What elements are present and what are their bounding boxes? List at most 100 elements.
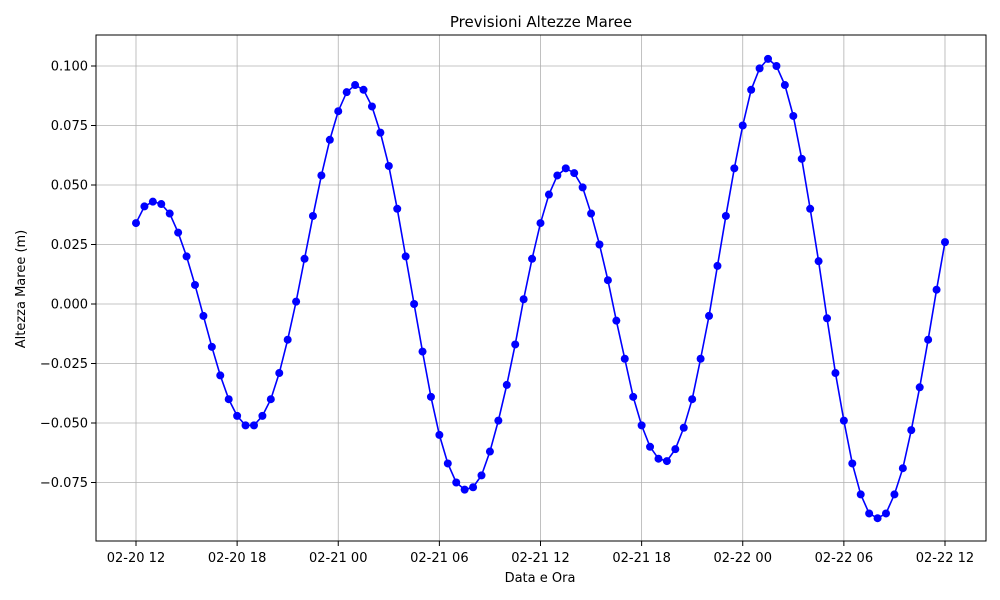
- data-point: [578, 183, 587, 192]
- x-tick-label: 02-21 06: [410, 551, 468, 566]
- y-tick-label: 0.025: [51, 238, 88, 253]
- data-point: [216, 371, 225, 380]
- data-point: [780, 81, 789, 90]
- data-point: [814, 257, 823, 266]
- data-point: [747, 85, 756, 94]
- y-tick-label: −0.050: [40, 417, 88, 432]
- data-point: [199, 311, 208, 320]
- data-point: [376, 128, 385, 137]
- y-tick-label: −0.075: [40, 476, 88, 491]
- series-tide-height: [132, 54, 949, 523]
- data-point: [477, 471, 486, 480]
- data-point: [637, 421, 646, 430]
- data-point: [410, 300, 419, 308]
- data-point: [544, 190, 553, 199]
- data-point: [629, 392, 638, 401]
- data-point: [426, 392, 435, 401]
- data-point: [266, 395, 275, 404]
- data-point: [418, 347, 427, 356]
- data-point: [494, 416, 503, 425]
- y-tick-label: 0.075: [51, 119, 88, 134]
- data-point: [393, 204, 402, 213]
- data-point: [898, 464, 907, 473]
- data-point: [915, 383, 924, 392]
- data-point: [384, 161, 393, 170]
- data-point: [806, 204, 815, 213]
- y-tick-label: 0.050: [51, 179, 88, 194]
- data-point: [443, 459, 452, 468]
- x-tick-label: 02-22 06: [815, 551, 873, 566]
- data-point: [233, 411, 242, 420]
- data-point: [258, 411, 267, 420]
- data-point: [688, 395, 697, 404]
- data-point: [283, 335, 292, 344]
- data-point: [300, 254, 309, 263]
- data-point: [738, 121, 747, 130]
- data-point: [882, 509, 891, 518]
- data-point: [587, 209, 596, 218]
- data-point: [831, 369, 840, 378]
- x-tick-label: 02-20 18: [208, 551, 266, 566]
- data-point: [595, 240, 604, 249]
- data-point: [325, 135, 334, 144]
- x-tick-label: 02-21 18: [612, 551, 670, 566]
- data-point: [730, 164, 739, 173]
- data-point: [342, 88, 351, 97]
- data-point: [249, 421, 258, 430]
- data-point: [334, 107, 343, 116]
- data-point: [224, 395, 233, 404]
- data-point: [789, 111, 798, 120]
- data-point: [502, 380, 511, 389]
- x-axis: 02-20 12 02-20 18 02-21 00 02-21 06 02-21 12…: [107, 541, 974, 566]
- data-point: [241, 421, 250, 430]
- data-point: [182, 252, 191, 261]
- data-point: [940, 238, 949, 247]
- data-point: [924, 335, 933, 344]
- data-point: [460, 485, 469, 494]
- data-point: [469, 483, 478, 492]
- plot-frame: [95, 34, 987, 542]
- data-point: [452, 478, 461, 487]
- data-point: [174, 228, 183, 237]
- data-point: [890, 490, 899, 499]
- data-point: [755, 64, 764, 73]
- x-tick-label: 02-22 12: [916, 551, 974, 566]
- data-point: [764, 54, 773, 63]
- data-point: [705, 311, 714, 320]
- data-point: [570, 169, 579, 178]
- data-point: [823, 314, 832, 323]
- y-axis: 0.100 0.075 0.050 0.025 0.000 −0.025 −0.050 −0.…: [40, 60, 96, 491]
- data-point: [190, 280, 199, 289]
- data-point: [317, 171, 326, 180]
- y-tick-label: 0.000: [51, 298, 88, 313]
- data-point: [603, 276, 612, 285]
- data-point: [140, 202, 149, 211]
- data-point: [848, 459, 857, 468]
- data-point: [553, 171, 562, 180]
- data-point: [696, 354, 705, 363]
- data-point: [654, 454, 663, 463]
- data-point: [401, 252, 410, 261]
- data-point: [207, 342, 216, 351]
- data-point: [646, 442, 655, 451]
- y-tick-label: 0.100: [51, 60, 88, 75]
- data-point: [132, 219, 140, 228]
- x-axis-title: Data e Ora: [505, 571, 576, 586]
- data-point: [797, 154, 806, 163]
- data-point: [932, 285, 941, 294]
- data-point: [873, 514, 882, 523]
- data-point: [292, 297, 301, 306]
- data-point: [359, 85, 368, 94]
- data-point: [435, 430, 444, 439]
- data-point: [907, 426, 916, 435]
- data-point: [485, 447, 494, 456]
- grid: [96, 35, 986, 541]
- data-point: [721, 211, 730, 220]
- data-point: [528, 254, 537, 263]
- data-point: [620, 354, 629, 363]
- data-point: [679, 423, 688, 432]
- data-point: [713, 261, 722, 270]
- x-tick-label: 02-22 00: [714, 551, 772, 566]
